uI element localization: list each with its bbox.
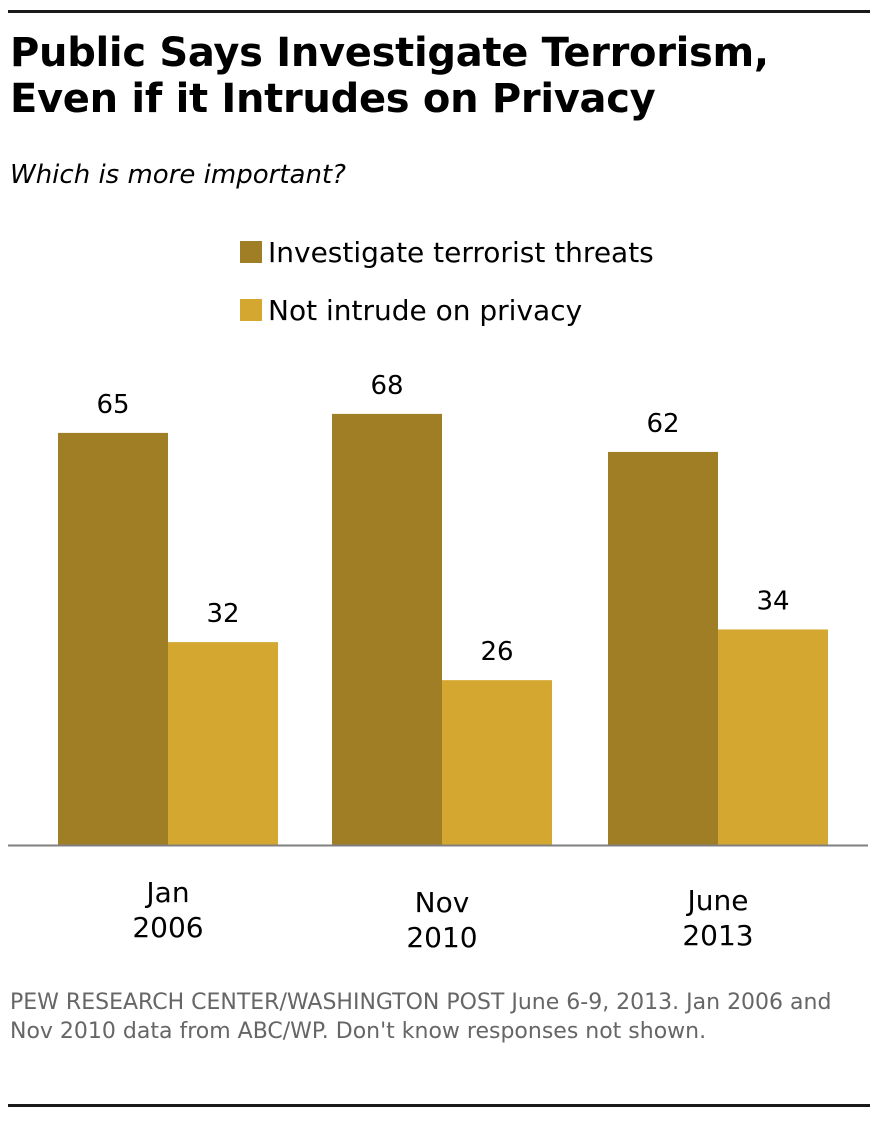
legend-item-investigate: Investigate terrorist threats xyxy=(240,230,654,274)
category-label-0-line-2: 2006 xyxy=(132,911,203,944)
legend: Investigate terrorist threats Not intrud… xyxy=(240,230,654,346)
bar-value-label-privacy-0: 32 xyxy=(206,599,239,629)
bar-privacy-2 xyxy=(718,629,828,845)
chart-subtitle: Which is more important? xyxy=(10,160,346,190)
bar-investigate-0 xyxy=(58,432,168,845)
bottom-rule xyxy=(8,1104,870,1107)
category-label-1-line-2: 2010 xyxy=(406,921,477,954)
bar-investigate-1 xyxy=(332,413,442,845)
category-label-2-line-2: 2013 xyxy=(682,919,753,952)
bar-investigate-2 xyxy=(608,451,718,845)
bar-value-label-investigate-1: 68 xyxy=(370,371,403,401)
legend-swatch-privacy xyxy=(240,299,262,321)
source-note: PEW RESEARCH CENTER/WASHINGTON POST June… xyxy=(10,990,832,1044)
chart-title-line-2: Even if it Intrudes on Privacy xyxy=(10,76,656,122)
bar-value-label-investigate-2: 62 xyxy=(646,409,679,439)
bar-value-label-investigate-0: 65 xyxy=(96,390,129,420)
legend-label-privacy: Not intrude on privacy xyxy=(268,293,583,327)
chart-title: Public Says Investigate Terrorism, Even … xyxy=(10,30,870,122)
legend-label-investigate: Investigate terrorist threats xyxy=(268,235,654,269)
chart-title-line-1: Public Says Investigate Terrorism, xyxy=(10,30,769,76)
category-label-2-line-1: June xyxy=(686,884,749,917)
bar-value-label-privacy-1: 26 xyxy=(480,637,513,667)
legend-swatch-investigate xyxy=(240,241,262,263)
bar-privacy-1 xyxy=(442,680,552,845)
category-label-0-line-1: Jan xyxy=(144,876,189,909)
category-label-1-line-1: Nov xyxy=(415,886,470,919)
legend-item-privacy: Not intrude on privacy xyxy=(240,288,654,332)
bar-privacy-0 xyxy=(168,642,278,845)
bar-value-label-privacy-2: 34 xyxy=(756,586,789,616)
top-rule xyxy=(8,10,870,13)
